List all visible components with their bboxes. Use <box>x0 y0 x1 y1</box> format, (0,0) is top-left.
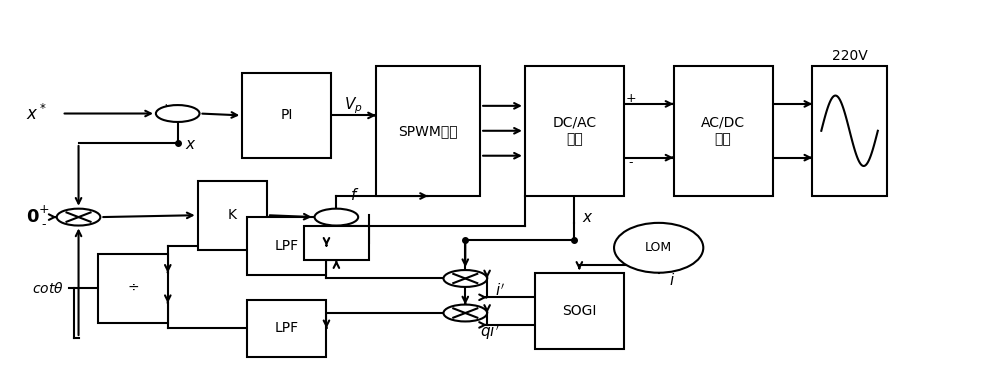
Bar <box>247 217 326 275</box>
Text: ÷: ÷ <box>127 281 139 295</box>
Text: +: + <box>38 203 49 216</box>
Text: SPWM驱动: SPWM驱动 <box>398 124 458 138</box>
Bar <box>376 65 480 196</box>
Text: +: + <box>626 93 636 105</box>
Bar <box>98 254 168 323</box>
Text: $f$: $f$ <box>350 187 359 203</box>
Text: LPF: LPF <box>275 239 299 253</box>
Text: $\mathbf{0}$: $\mathbf{0}$ <box>26 208 40 226</box>
Bar <box>247 299 326 357</box>
Text: +: + <box>325 217 335 230</box>
Text: DC/AC
逆变: DC/AC 逆变 <box>552 116 596 146</box>
Bar <box>812 65 887 196</box>
Text: -: - <box>178 113 182 126</box>
Text: $V_p$: $V_p$ <box>344 96 363 116</box>
Text: $i$: $i$ <box>669 272 675 289</box>
Bar <box>242 73 331 158</box>
Text: $x$: $x$ <box>582 210 594 225</box>
Circle shape <box>315 209 358 225</box>
Ellipse shape <box>614 223 703 273</box>
Text: 220V: 220V <box>832 49 867 63</box>
Text: PI: PI <box>281 109 293 122</box>
Bar <box>674 65 773 196</box>
Circle shape <box>156 105 200 122</box>
Bar <box>304 225 369 260</box>
Circle shape <box>57 209 100 225</box>
Text: LOM: LOM <box>645 241 672 254</box>
Text: +: + <box>160 102 171 114</box>
Bar <box>198 181 267 250</box>
Bar <box>535 273 624 349</box>
Text: $x$: $x$ <box>185 138 196 152</box>
Text: $qi'$: $qi'$ <box>480 322 500 341</box>
Bar <box>525 65 624 196</box>
Text: -: - <box>41 218 46 231</box>
Text: K: K <box>228 208 237 222</box>
Circle shape <box>443 305 487 321</box>
Text: AC/DC
整流: AC/DC 整流 <box>701 116 745 146</box>
Text: -: - <box>328 204 332 217</box>
Text: $cot\theta$: $cot\theta$ <box>32 281 64 296</box>
Text: $i'$: $i'$ <box>495 282 505 299</box>
Text: -: - <box>629 156 633 169</box>
Text: $x^*$: $x^*$ <box>26 103 47 123</box>
Text: SOGI: SOGI <box>562 304 597 318</box>
Circle shape <box>443 270 487 287</box>
Text: LPF: LPF <box>275 321 299 336</box>
